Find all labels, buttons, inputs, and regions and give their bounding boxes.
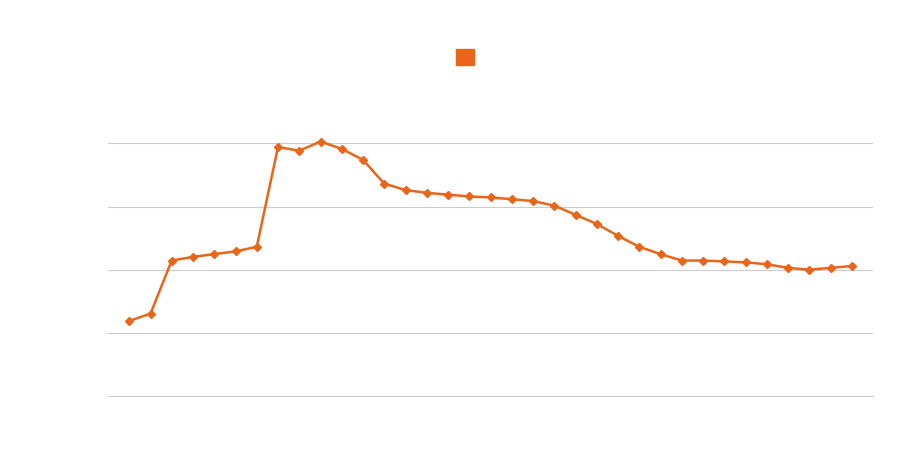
Legend: 価格: 価格 [456, 49, 525, 65]
